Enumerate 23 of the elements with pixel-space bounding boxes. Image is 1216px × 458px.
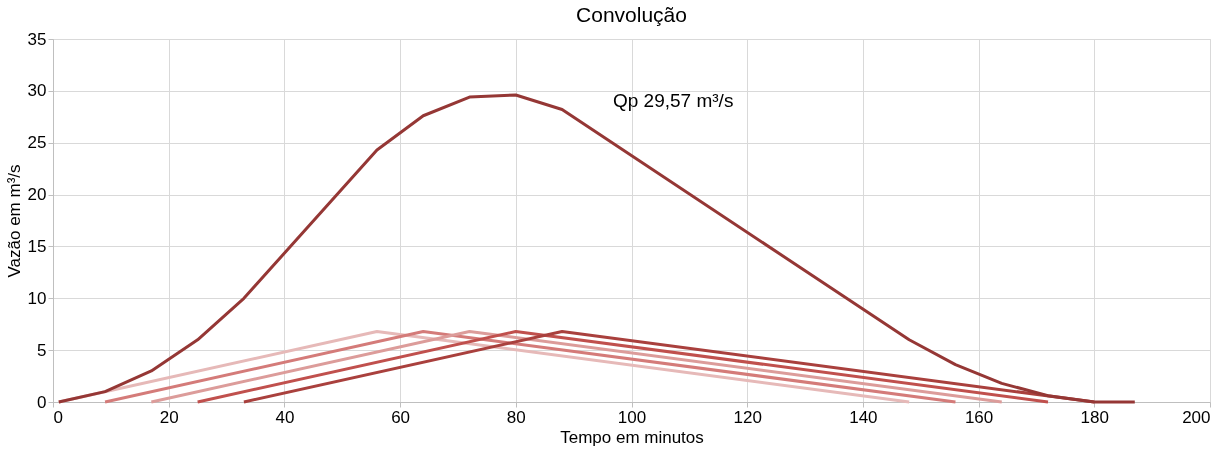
y-axis-title: Vazão em m³/s bbox=[4, 164, 24, 278]
x-tick-label: 200 bbox=[1182, 407, 1211, 427]
annotation: Qp 29,57 m³/s bbox=[613, 90, 734, 111]
x-tick-label: 100 bbox=[617, 407, 647, 427]
x-tick-label: 160 bbox=[964, 407, 994, 427]
y-tick-label: 15 bbox=[27, 236, 47, 256]
y-tick-label: 25 bbox=[27, 133, 47, 153]
y-tick-label: 0 bbox=[37, 392, 47, 412]
x-tick-label: 60 bbox=[391, 407, 411, 427]
y-tick-label: 20 bbox=[27, 185, 47, 205]
y-tick-label: 30 bbox=[27, 81, 47, 101]
x-tick-label: 140 bbox=[849, 407, 878, 427]
x-tick-label: 40 bbox=[275, 407, 295, 427]
chart-title: Convolução bbox=[576, 3, 687, 26]
x-tick-label: 180 bbox=[1080, 407, 1109, 427]
x-tick-label: 0 bbox=[53, 407, 63, 427]
y-tick-label: 5 bbox=[37, 340, 47, 360]
y-tick-label: 35 bbox=[27, 29, 47, 49]
y-tick-label: 10 bbox=[27, 288, 47, 308]
x-tick-label: 120 bbox=[733, 407, 762, 427]
x-tick-label: 20 bbox=[159, 407, 179, 427]
x-tick-label: 80 bbox=[506, 407, 526, 427]
x-axis-title: Tempo em minutos bbox=[560, 427, 704, 447]
